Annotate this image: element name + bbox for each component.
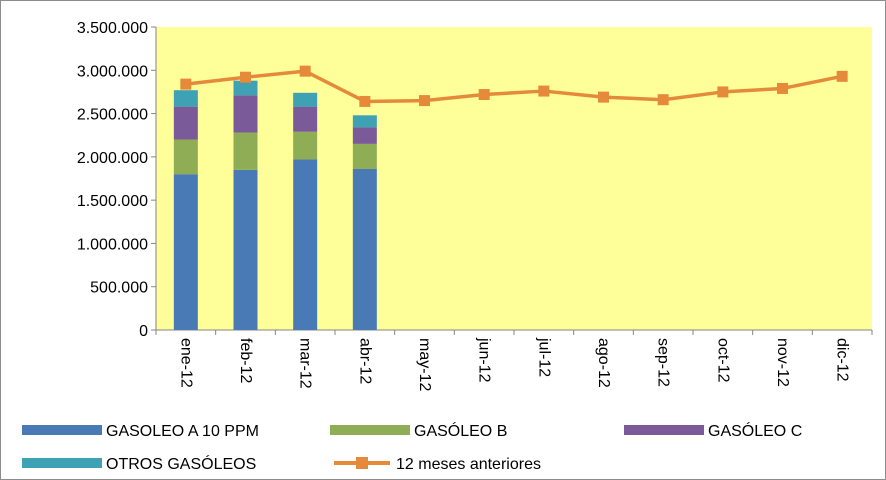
x-axis: ene-12 feb-12 mar-12 abr-12 may-12 jun-12 jul-… — [155, 329, 873, 391]
line-point — [478, 89, 490, 101]
legend-label: OTROS GASÓLEOS — [106, 454, 256, 473]
bar-segment — [233, 95, 258, 133]
line-point — [836, 70, 848, 82]
x-tick-label: ago-12 — [595, 338, 612, 388]
legend-label: GASOLEO A 10 PPM — [106, 423, 259, 440]
line-point — [598, 91, 609, 103]
line-point — [657, 94, 669, 106]
bar-segment — [173, 90, 198, 107]
line-point — [299, 65, 311, 77]
bar-segment — [352, 168, 377, 330]
bar-segment — [352, 127, 377, 144]
bar-segment — [293, 92, 318, 107]
line-point — [419, 95, 430, 107]
legend-label: GASÓLEO C — [708, 421, 802, 440]
y-tick-label: 3.500.000 — [77, 20, 148, 37]
y-axis: 3.500.000 3.000.000 2.500.000 2.000.000 1.50… — [77, 20, 157, 340]
y-tick-label: 1.000.000 — [77, 236, 148, 253]
x-tick-label: sep-12 — [655, 338, 672, 387]
legend-swatch — [22, 458, 102, 468]
line-point — [538, 85, 550, 97]
legend: GASOLEO A 10 PPM GASÓLEO B GASÓLEO C OTROS … — [22, 421, 802, 473]
legend-item: 12 meses anteriores — [334, 456, 541, 473]
bar-series — [173, 80, 377, 330]
legend-label: 12 meses anteriores — [396, 456, 541, 473]
x-tick-label: feb-12 — [237, 338, 254, 383]
y-tick-label: 3.000.000 — [77, 63, 148, 80]
line-point — [777, 82, 788, 94]
line-point — [180, 78, 192, 90]
legend-item: GASÓLEO C — [624, 421, 802, 440]
line-point — [717, 86, 729, 98]
bar-segment — [352, 115, 377, 128]
legend-swatch — [22, 425, 102, 435]
plot-area — [156, 27, 872, 330]
legend-item: GASOLEO A 10 PPM — [22, 423, 259, 440]
x-tick-label: nov-12 — [774, 338, 791, 387]
line-series — [180, 65, 848, 107]
x-tick-label: ene-12 — [177, 338, 194, 388]
x-tick-label: jul-12 — [535, 337, 552, 377]
bar-segment — [173, 174, 198, 330]
legend-swatch — [330, 425, 410, 435]
x-tick-label: jun-12 — [476, 337, 493, 383]
legend-item: GASÓLEO B — [330, 421, 507, 440]
bar-segment — [173, 106, 198, 140]
y-tick-label: 2.500.000 — [77, 107, 148, 124]
bar-segment — [233, 132, 258, 170]
y-tick-label: 1.500.000 — [77, 193, 148, 210]
bar-segment — [293, 131, 318, 160]
legend-label: GASÓLEO B — [414, 421, 507, 440]
x-tick-label: abr-12 — [356, 338, 373, 384]
legend-item: OTROS GASÓLEOS — [22, 454, 256, 473]
line-point — [240, 71, 251, 83]
bar-segment — [352, 143, 377, 169]
x-tick-label: dic-12 — [834, 338, 851, 382]
series-line — [185, 69, 843, 104]
bar-segment — [173, 139, 198, 175]
legend-swatch-marker — [356, 457, 368, 469]
line-point — [359, 95, 371, 107]
x-tick-label: mar-12 — [297, 338, 314, 389]
bar-segment — [293, 159, 318, 330]
y-tick-label: 500.000 — [90, 280, 148, 297]
bar-segment — [233, 169, 258, 330]
y-tick-label: 0 — [139, 323, 148, 340]
x-tick-label: oct-12 — [714, 338, 731, 383]
y-tick-label: 2.000.000 — [77, 150, 148, 167]
bar-segment — [233, 80, 258, 96]
bar-segment — [293, 106, 318, 132]
x-tick-label: may-12 — [416, 338, 433, 391]
legend-swatch — [624, 425, 704, 435]
